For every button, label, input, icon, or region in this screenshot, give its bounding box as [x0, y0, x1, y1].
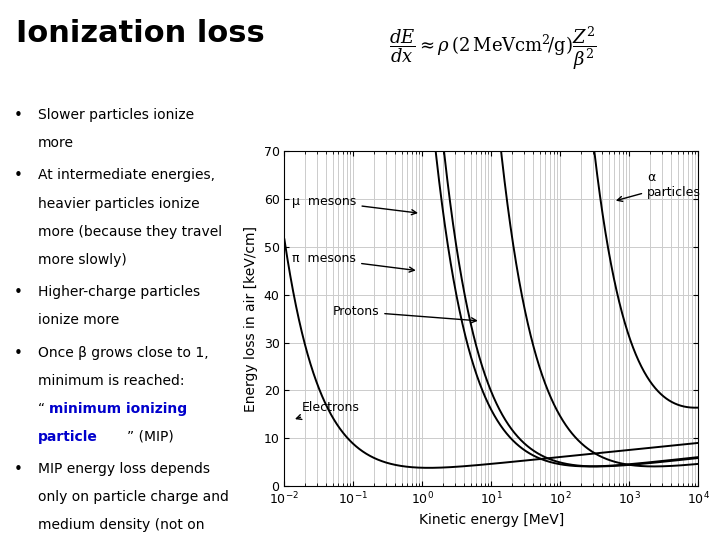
Text: more: more [38, 136, 74, 150]
Text: Higher-charge particles: Higher-charge particles [38, 285, 200, 299]
Text: Protons: Protons [333, 305, 477, 323]
Text: heavier particles ionize: heavier particles ionize [38, 197, 199, 211]
Text: Electrons: Electrons [297, 401, 360, 420]
Text: medium density (not on: medium density (not on [38, 518, 204, 532]
Text: more slowly): more slowly) [38, 253, 127, 267]
Text: •: • [14, 462, 22, 477]
Text: “: “ [38, 402, 45, 416]
Text: At intermediate energies,: At intermediate energies, [38, 168, 215, 183]
Text: more (because they travel: more (because they travel [38, 225, 222, 239]
Text: Ionization loss: Ionization loss [16, 19, 265, 48]
Text: minimum is reached:: minimum is reached: [38, 374, 184, 388]
Text: ionize more: ionize more [38, 313, 119, 327]
Text: Slower particles ionize: Slower particles ionize [38, 108, 194, 122]
Text: ” (MIP): ” (MIP) [127, 430, 174, 444]
Text: •: • [14, 168, 22, 184]
Text: particle: particle [38, 430, 98, 444]
Text: •: • [14, 346, 22, 361]
Text: μ  mesons: μ mesons [292, 195, 417, 215]
Text: Once β grows close to 1,: Once β grows close to 1, [38, 346, 208, 360]
Text: minimum ionizing: minimum ionizing [49, 402, 186, 416]
Text: only on particle charge and: only on particle charge and [38, 490, 229, 504]
Text: π  mesons: π mesons [292, 252, 414, 272]
Text: •: • [14, 108, 22, 123]
Text: $\dfrac{dE}{dx} \approx \rho\,(2\,\mathrm{MeVcm^2\!/g})\dfrac{Z^2}{\beta^2}$: $\dfrac{dE}{dx} \approx \rho\,(2\,\mathr… [390, 24, 597, 72]
X-axis label: Kinetic energy [MeV]: Kinetic energy [MeV] [419, 513, 564, 527]
Y-axis label: Energy loss in air [keV/cm]: Energy loss in air [keV/cm] [244, 226, 258, 411]
Text: α
particles: α particles [617, 171, 701, 201]
Text: MIP energy loss depends: MIP energy loss depends [38, 462, 210, 476]
Text: •: • [14, 285, 22, 300]
